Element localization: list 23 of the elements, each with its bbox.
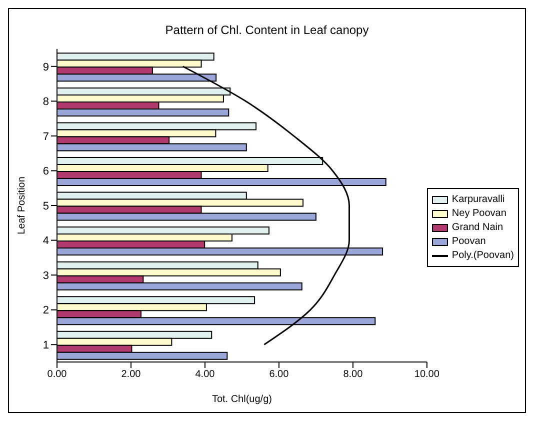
x-axis-title: Tot. Chl(ug/g)	[212, 394, 272, 405]
legend-label: Poovan	[452, 236, 486, 247]
y-axis-title: Leaf Position	[16, 176, 28, 234]
legend-label: Karpuravalli	[452, 194, 505, 205]
y-tick-label: 7	[42, 130, 49, 143]
legend-label: Ney Poovan	[452, 208, 506, 219]
y-tick-label: 9	[42, 61, 49, 74]
chart-title: Pattern of Chl. Content in Leaf canopy	[164, 22, 370, 39]
x-tick-label: 2.00	[121, 369, 142, 380]
y-tick-label: 5	[42, 200, 49, 212]
x-tick-label: 6.00	[269, 369, 290, 380]
y-tick-label: 3	[42, 270, 49, 282]
x-tick-label: 10.00	[414, 369, 440, 380]
legend-label: Poly.(Poovan)	[452, 250, 514, 261]
x-tick-label: 4.00	[195, 369, 216, 380]
y-tick-label: 2	[42, 304, 49, 317]
y-tick-label: 6	[42, 166, 49, 178]
x-tick-label: 0.00	[47, 369, 68, 380]
legend-label: Grand Nain	[452, 222, 504, 233]
y-tick-label: 1	[42, 340, 49, 352]
x-tick-label: 8.00	[343, 369, 364, 380]
y-tick-label: 4	[42, 235, 49, 248]
y-tick-label: 8	[42, 96, 49, 108]
